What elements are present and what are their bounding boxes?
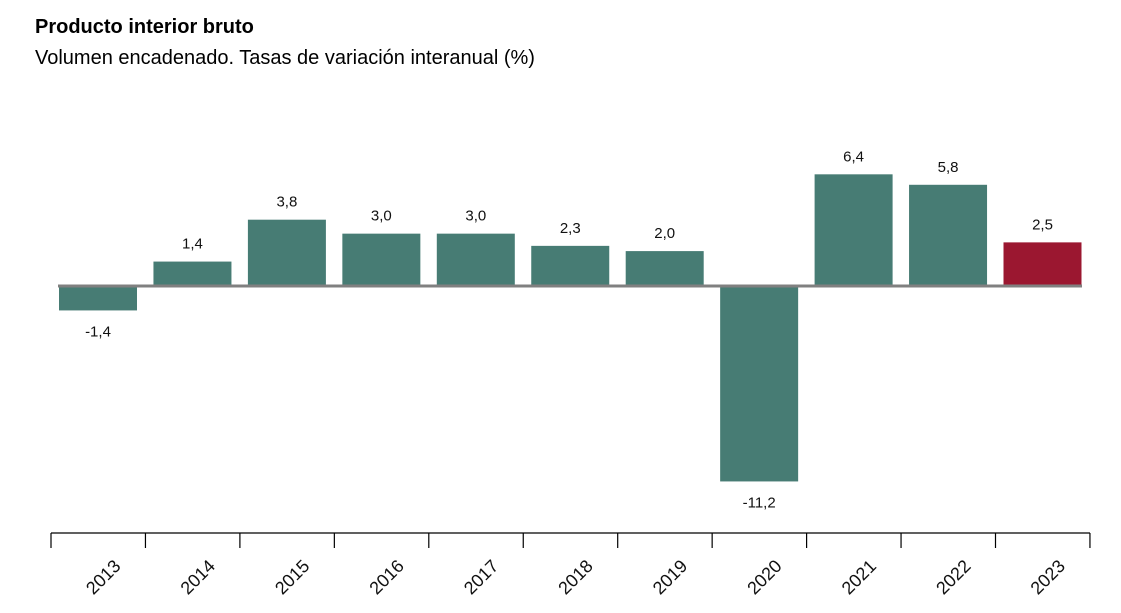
value-label-2020: -11,2 (743, 494, 776, 511)
value-label-2023: 2,5 (1032, 216, 1053, 233)
value-label-2018: 2,3 (560, 220, 581, 237)
bar-2019 (625, 251, 704, 286)
bar-2014 (153, 261, 232, 286)
x-tick-label-2023: 2023 (1027, 556, 1069, 598)
bar-2013 (59, 286, 137, 311)
bar-2022 (909, 184, 988, 286)
x-tick-label-2022: 2022 (932, 556, 974, 598)
bar-2020 (720, 286, 799, 482)
bar-2017 (436, 233, 515, 286)
x-tick-label-2019: 2019 (649, 556, 691, 598)
bar-2023 (1003, 242, 1082, 286)
value-label-2021: 6,4 (843, 148, 864, 165)
value-label-2017: 3,0 (465, 208, 486, 225)
x-tick-label-2015: 2015 (271, 556, 313, 598)
chart-subtitle: Volumen encadenado. Tasas de variación i… (35, 47, 535, 69)
value-label-2014: 1,4 (182, 236, 203, 253)
value-label-2019: 2,0 (654, 225, 675, 242)
x-tick-label-2020: 2020 (743, 556, 785, 598)
x-tick-label-2018: 2018 (554, 556, 596, 598)
bar-2018 (531, 245, 610, 286)
value-label-2022: 5,8 (938, 159, 959, 176)
bar-2016 (342, 233, 421, 286)
x-tick-label-2014: 2014 (177, 556, 219, 598)
x-tick-label-2013: 2013 (82, 556, 124, 598)
bar-2015 (247, 219, 326, 286)
value-label-2013: -1,4 (85, 323, 111, 340)
value-label-2015: 3,8 (276, 194, 297, 211)
chart-title: Producto interior bruto (35, 16, 254, 38)
value-label-2016: 3,0 (371, 208, 392, 225)
x-tick-label-2016: 2016 (365, 556, 407, 598)
bar-2021 (814, 174, 893, 286)
x-tick-label-2021: 2021 (838, 556, 880, 598)
x-tick-label-2017: 2017 (460, 556, 502, 598)
